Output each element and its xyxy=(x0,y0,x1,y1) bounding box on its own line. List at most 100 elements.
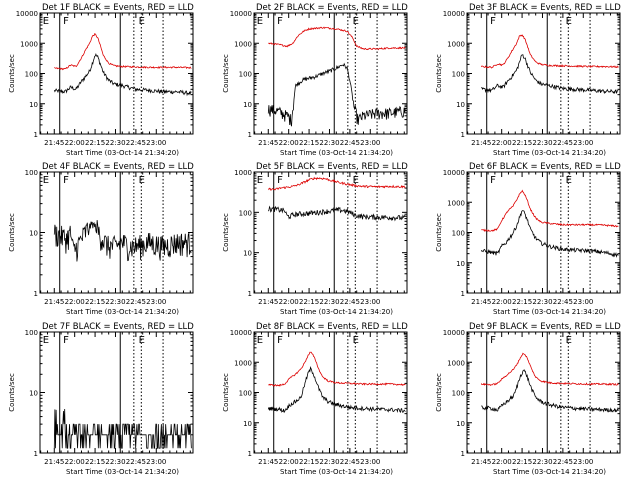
region-label-e: E xyxy=(353,335,359,346)
y-tick-label: 10000 xyxy=(230,10,252,18)
region-label-e: E xyxy=(43,335,49,346)
y-tick-label: 1000 xyxy=(20,40,38,48)
panel-title: Det 2F BLACK = Events, RED = LLD xyxy=(256,3,408,13)
x-tick-label: 23:00 xyxy=(360,298,380,306)
x-tick-label: 22:45 xyxy=(340,139,360,147)
x-tick-label: 22:15 xyxy=(85,298,105,306)
events-series-line xyxy=(53,220,192,262)
y-tick-label: 100 xyxy=(25,329,38,337)
x-tick-label: 22:30 xyxy=(105,139,125,147)
x-tick-label: 22:00 xyxy=(279,458,299,466)
y-tick-label: 1 xyxy=(34,290,38,298)
x-tick-label: 22:45 xyxy=(126,298,146,306)
x-axis-label: Start Time (03-Oct-14 21:34:20) xyxy=(66,468,179,476)
lld-series-line xyxy=(481,189,619,232)
x-tick-label: 21:45 xyxy=(471,139,491,147)
x-tick-label: 21:45 xyxy=(471,458,491,466)
lld-series-line xyxy=(480,34,619,69)
events-series-line xyxy=(267,365,406,414)
x-tick-label: 22:30 xyxy=(532,298,552,306)
x-tick-label: 23:00 xyxy=(146,139,166,147)
x-tick-label: 22:45 xyxy=(553,298,573,306)
region-label-e: E xyxy=(257,175,263,186)
x-tick-label: 22:00 xyxy=(279,298,299,306)
x-tick-label: 21:45 xyxy=(44,298,64,306)
region-label-e: E xyxy=(139,16,145,27)
y-tick-label: 10000 xyxy=(16,10,38,18)
y-axis-label: Counts/sec xyxy=(8,373,16,412)
y-tick-label: 1 xyxy=(248,450,252,458)
region-label-f: F xyxy=(490,335,496,346)
y-tick-label: 100 xyxy=(452,71,465,79)
y-tick-label: 100 xyxy=(452,230,465,238)
x-tick-label: 23:00 xyxy=(360,139,380,147)
x-tick-label: 22:30 xyxy=(105,458,125,466)
lld-series-line xyxy=(480,352,619,387)
y-tick-label: 10 xyxy=(456,260,465,268)
detector-panel-6: Det 6F BLACK = Events, RED = LLD 1 10 100 10… xyxy=(435,162,621,316)
y-tick-label: 1 xyxy=(34,131,38,139)
y-axis-label: Counts/sec xyxy=(222,54,230,93)
x-tick-label: 23:00 xyxy=(146,458,166,466)
x-axis-label: Start Time (03-Oct-14 21:34:20) xyxy=(493,468,606,476)
x-axis-label: Start Time (03-Oct-14 21:34:20) xyxy=(493,308,606,316)
region-label-e: E xyxy=(353,175,359,186)
panel-title: Det 8F BLACK = Events, RED = LLD xyxy=(256,322,408,332)
panel-title: Det 7F BLACK = Events, RED = LLD xyxy=(42,322,194,332)
x-tick-label: 22:45 xyxy=(553,139,573,147)
x-axis-label: Start Time (03-Oct-14 21:34:20) xyxy=(280,149,393,157)
region-label-f: F xyxy=(63,16,69,27)
y-tick-label: 100 xyxy=(239,209,252,217)
plot-frame xyxy=(253,171,408,294)
x-tick-label: 22:30 xyxy=(532,458,552,466)
x-tick-label: 22:45 xyxy=(340,458,360,466)
y-axis-label: Counts/sec xyxy=(435,213,443,252)
y-tick-label: 1000 xyxy=(234,40,252,48)
y-axis-label: Counts/sec xyxy=(8,54,16,93)
y-tick-label: 10 xyxy=(243,250,252,258)
panel-title: Det 1F BLACK = Events, RED = LLD xyxy=(42,3,194,13)
detector-panel-2: Det 2F BLACK = Events, RED = LLD 1 10 100 10… xyxy=(222,3,408,157)
x-axis-label: Start Time (03-Oct-14 21:34:20) xyxy=(66,308,179,316)
x-tick-label: 21:45 xyxy=(471,298,491,306)
region-label-e: E xyxy=(139,175,145,186)
y-tick-label: 10 xyxy=(29,101,38,109)
events-series-line xyxy=(53,409,192,449)
events-series-line xyxy=(481,54,619,95)
y-tick-label: 1 xyxy=(461,450,465,458)
region-label-f: F xyxy=(63,335,69,346)
x-tick-label: 22:15 xyxy=(512,458,532,466)
y-tick-label: 10 xyxy=(29,390,38,398)
x-tick-label: 22:15 xyxy=(299,458,319,466)
x-tick-label: 23:00 xyxy=(573,139,593,147)
y-tick-label: 100 xyxy=(452,390,465,398)
x-tick-label: 22:00 xyxy=(492,458,512,466)
region-label-f: F xyxy=(277,16,283,27)
y-tick-label: 100 xyxy=(25,169,38,177)
region-label-e: E xyxy=(353,16,359,27)
lld-series-line xyxy=(268,26,406,51)
y-tick-label: 10000 xyxy=(443,329,465,337)
x-tick-label: 22:45 xyxy=(340,298,360,306)
x-tick-label: 22:30 xyxy=(319,298,339,306)
x-tick-label: 22:45 xyxy=(126,139,146,147)
y-tick-label: 10 xyxy=(243,420,252,428)
detector-panel-3: Det 3F BLACK = Events, RED = LLD 1 10 100 10… xyxy=(435,3,621,157)
y-tick-label: 1000 xyxy=(234,169,252,177)
x-tick-label: 22:00 xyxy=(65,458,85,466)
x-tick-label: 22:15 xyxy=(299,298,319,306)
y-tick-label: 10 xyxy=(456,420,465,428)
y-axis-label: Counts/sec xyxy=(435,373,443,412)
y-tick-label: 1000 xyxy=(234,359,252,367)
y-tick-label: 10 xyxy=(456,101,465,109)
x-tick-label: 22:15 xyxy=(85,458,105,466)
detector-panel-8: Det 8F BLACK = Events, RED = LLD 1 10 100 10… xyxy=(222,322,408,476)
x-tick-label: 22:15 xyxy=(512,298,532,306)
y-tick-label: 1 xyxy=(461,131,465,139)
region-label-f: F xyxy=(63,175,69,186)
events-series-line xyxy=(267,62,406,127)
x-tick-label: 22:00 xyxy=(65,298,85,306)
y-tick-label: 100 xyxy=(25,71,38,79)
x-tick-label: 22:00 xyxy=(492,139,512,147)
